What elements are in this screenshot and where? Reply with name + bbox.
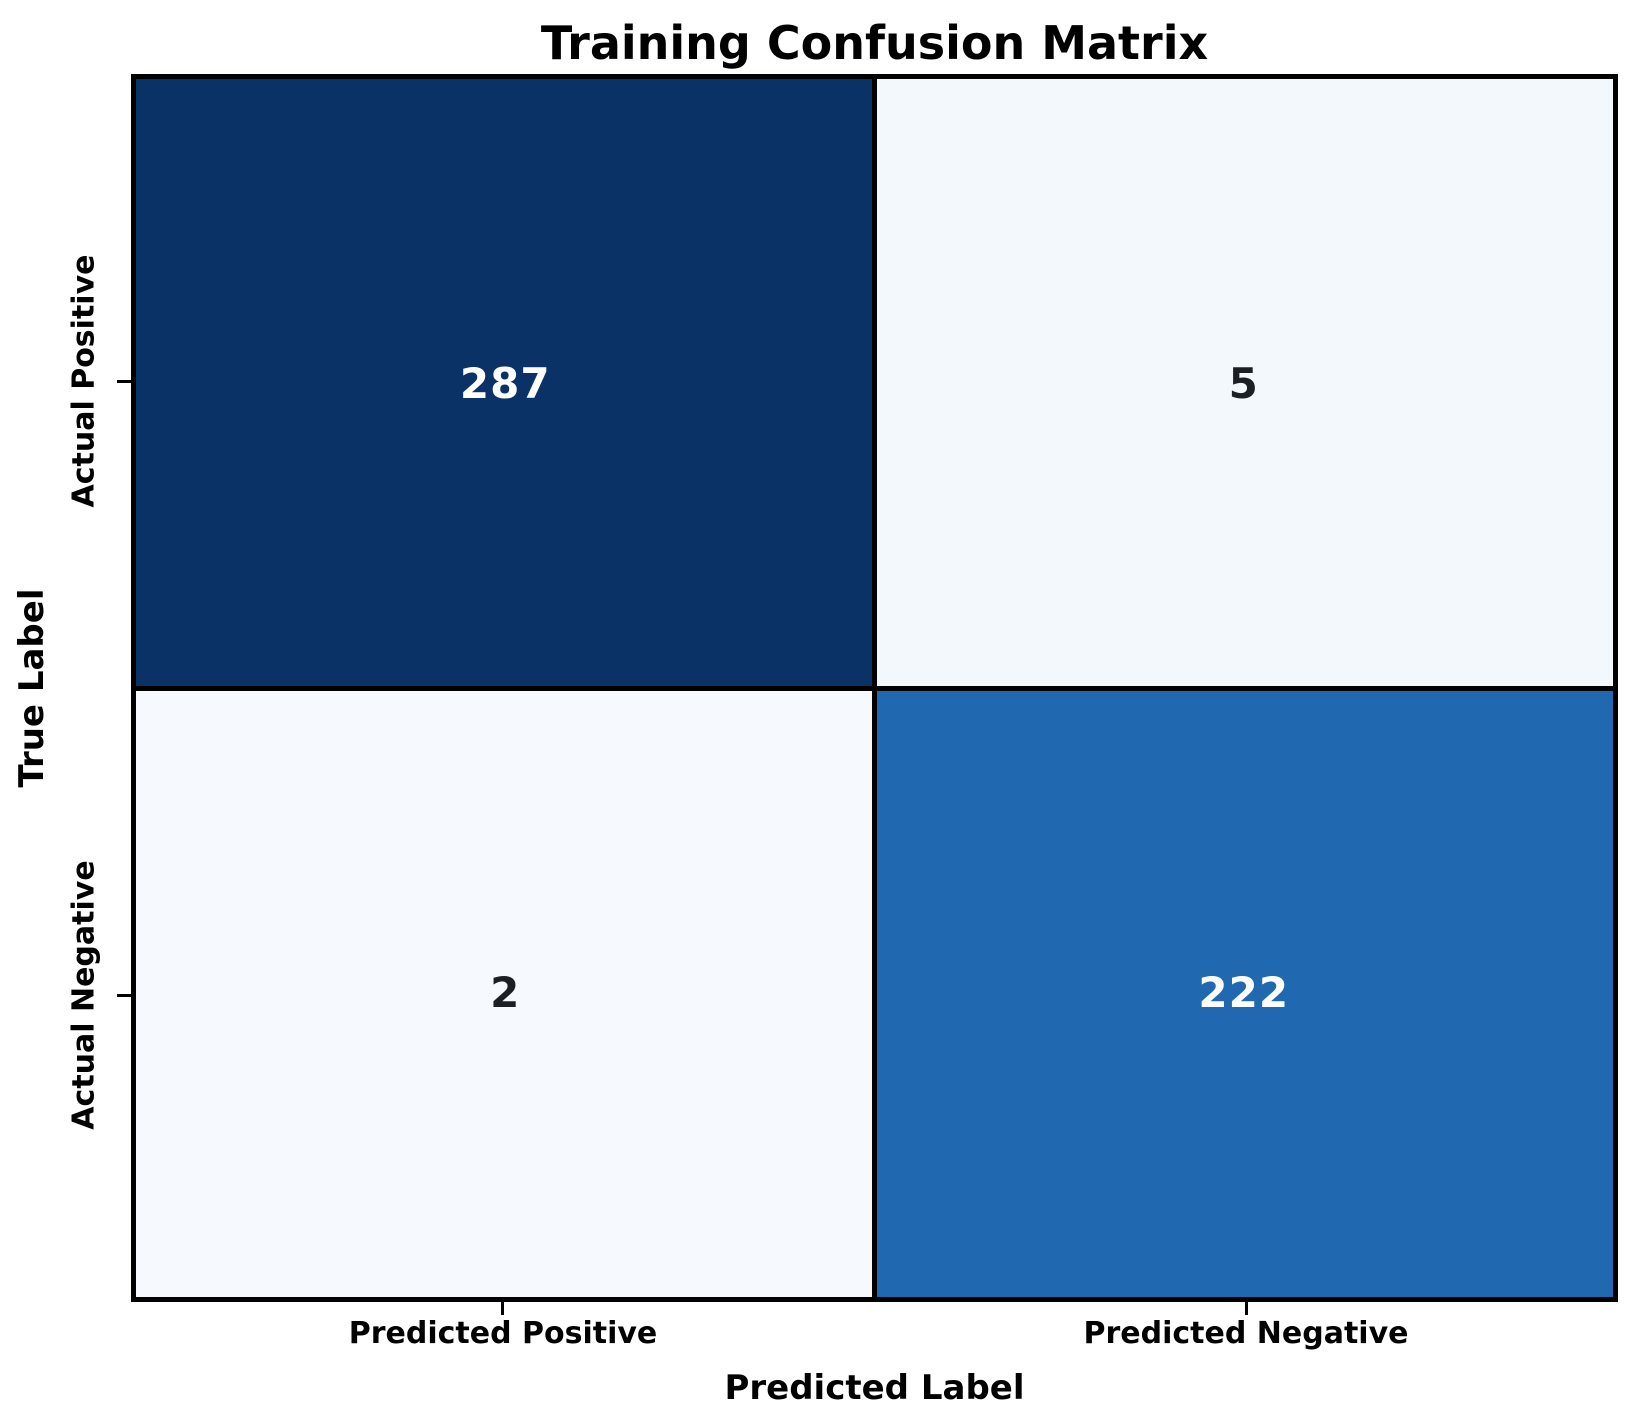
x-axis-label: Predicted Label <box>724 1368 1025 1408</box>
plot-area: 287 5 2 222 <box>131 74 1618 1302</box>
y-tick-mark-positive <box>117 380 131 383</box>
y-tick-label-actual-positive: Actual Positive <box>66 254 102 508</box>
cell-actual-positive-predicted-negative: 5 <box>874 79 1613 688</box>
cell-actual-negative-predicted-negative: 222 <box>874 688 1613 1297</box>
cell-value-true-positive: 287 <box>459 359 551 408</box>
y-tick-mark-negative <box>117 994 131 997</box>
cell-actual-positive-predicted-positive: 287 <box>136 79 875 688</box>
cell-value-false-positive: 2 <box>490 968 521 1017</box>
chart-title: Training Confusion Matrix <box>540 16 1209 70</box>
x-tick-mark-negative <box>1245 1302 1248 1315</box>
grid-divider-horizontal <box>136 685 1613 691</box>
y-tick-label-actual-negative: Actual Negative <box>66 860 102 1130</box>
y-axis-label: True Label <box>12 588 52 788</box>
cell-actual-negative-predicted-positive: 2 <box>136 688 875 1297</box>
cell-value-false-negative: 5 <box>1228 359 1259 408</box>
x-tick-mark-positive <box>501 1302 504 1315</box>
cell-value-true-negative: 222 <box>1198 968 1290 1017</box>
x-tick-label-predicted-negative: Predicted Negative <box>1083 1316 1409 1351</box>
x-tick-label-predicted-positive: Predicted Positive <box>348 1316 658 1351</box>
